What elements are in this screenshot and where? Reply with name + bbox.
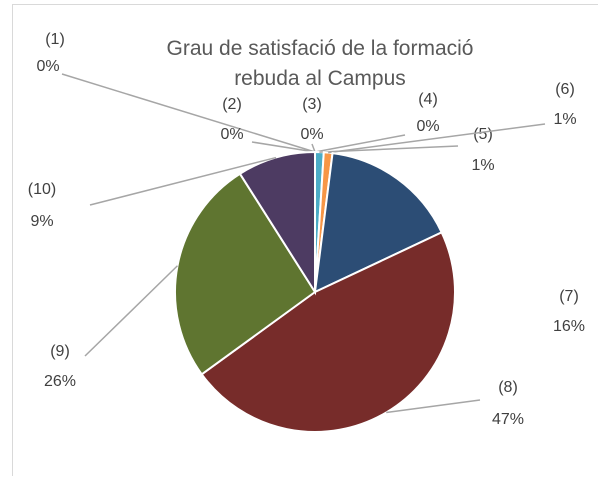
pie-slice xyxy=(238,150,316,296)
pie-slice xyxy=(313,151,444,294)
data-label-value: 1% xyxy=(553,111,576,128)
leader-line xyxy=(386,399,481,414)
data-label-value: 16% xyxy=(553,318,585,335)
leader-line xyxy=(89,156,277,206)
leader-line xyxy=(314,134,406,153)
chart-frame xyxy=(12,4,598,476)
data-label-category: (2) xyxy=(222,96,242,113)
data-label-value: 0% xyxy=(220,126,243,143)
data-label-category: (8) xyxy=(498,379,518,396)
leader-line xyxy=(251,141,316,153)
data-label-value: 9% xyxy=(30,213,53,230)
data-label-category: (5) xyxy=(473,126,493,143)
leader-line xyxy=(84,265,179,357)
leader-line xyxy=(61,73,316,153)
data-label-category: (7) xyxy=(559,288,579,305)
data-label-category: (10) xyxy=(28,181,56,198)
pie-slice xyxy=(200,231,456,433)
data-label-category: (9) xyxy=(50,343,70,360)
leader-line xyxy=(311,143,316,153)
chart-title: Grau de satisfació de la formació rebuda… xyxy=(166,37,474,90)
data-label-category: (6) xyxy=(555,81,575,98)
data-label-value: 26% xyxy=(44,373,76,390)
data-label-category: (1) xyxy=(45,31,65,48)
leader-line xyxy=(328,123,546,154)
data-label-value: 47% xyxy=(492,411,524,428)
data-label-category: (4) xyxy=(418,91,438,108)
data-label-value: 0% xyxy=(300,126,323,143)
data-label-category: (3) xyxy=(302,96,322,113)
data-label-value: 1% xyxy=(471,157,494,174)
data-label-value: 0% xyxy=(416,118,439,135)
data-label-value: 0% xyxy=(36,58,59,75)
